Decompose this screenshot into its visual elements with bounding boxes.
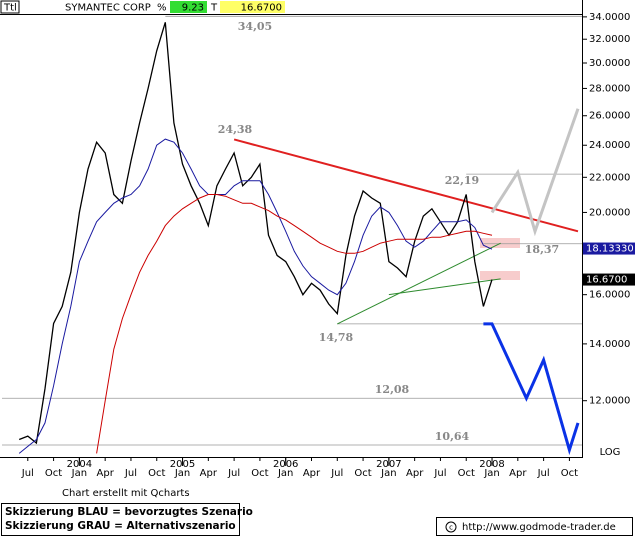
x-tick-label: Jan: [174, 468, 190, 479]
highlight-zone: [480, 271, 520, 280]
legend-entry: Skizzierung GRAU = Alternativszenario: [5, 520, 236, 532]
legend-box: [1, 503, 240, 536]
y-tick-label: 30.0000: [589, 58, 630, 69]
y-tick-label: 28.0000: [589, 83, 630, 94]
price-line: [18, 138, 493, 454]
trendline: [388, 278, 501, 296]
x-tick-label: Jul: [124, 468, 137, 479]
level-label: 12,08: [375, 383, 410, 396]
y-tick-label: 22.0000: [589, 172, 630, 183]
copyright-mark: c: [449, 524, 453, 532]
last-label: T: [210, 3, 218, 14]
x-tick-label: Oct: [45, 468, 62, 479]
url-box: [436, 517, 633, 536]
scenario-line: [483, 322, 580, 456]
trendline: [233, 138, 579, 233]
pct-box: [170, 1, 207, 13]
y-tick-label: 26.0000: [589, 111, 630, 122]
y-tick-label: 16.0000: [589, 290, 630, 301]
url: http://www.godmode-trader.de: [462, 522, 616, 533]
y-tick-label: 24.0000: [589, 140, 630, 151]
level-label: 18,37: [525, 243, 559, 256]
x-tick-label: Jan: [483, 468, 499, 479]
y-tick-label: 32.0000: [589, 34, 630, 45]
level-label: 10,64: [435, 430, 470, 443]
scenario-line: [490, 108, 580, 237]
y-tick-label: 20.0000: [589, 207, 630, 218]
symbol-box: [0, 0, 20, 14]
price-label-box: [583, 273, 635, 286]
x-tick-label: Jul: [21, 468, 34, 479]
x-tick-label: Jul: [330, 468, 343, 479]
level-label: 34,05: [238, 20, 272, 33]
level-label: 14,78: [319, 331, 354, 344]
symbol: Ttl: [3, 3, 17, 14]
x-tick-label: Jul: [537, 468, 550, 479]
x-tick-label: Jul: [227, 468, 240, 479]
level-label: 22,19: [445, 174, 479, 187]
year-label: 2004: [67, 459, 92, 470]
x-tick-label: Apr: [406, 468, 424, 479]
legend-entry: Skizzierung BLAU = bevorzugtes Szenario: [5, 506, 253, 518]
x-tick-label: Oct: [251, 468, 268, 479]
pct-label: %: [157, 3, 167, 14]
year-label: 2008: [479, 459, 504, 470]
x-tick-label: Oct: [148, 468, 165, 479]
x-tick-label: Jan: [71, 468, 87, 479]
pct-value: 9.23: [182, 3, 204, 14]
x-tick-label: Jan: [380, 468, 396, 479]
trendline: [337, 242, 501, 325]
y-tick-label: 12.0000: [589, 396, 630, 407]
price-label: 18.13330: [586, 244, 634, 255]
x-tick-label: Oct: [354, 468, 371, 479]
last-value: 16.6700: [241, 3, 282, 14]
x-tick-label: Jul: [433, 468, 446, 479]
x-tick-label: Apr: [303, 468, 321, 479]
year-label: 2005: [170, 459, 195, 470]
copyright-icon: [445, 521, 457, 533]
company-name: SYMANTEC CORP: [65, 3, 151, 14]
year-label: 2006: [273, 459, 298, 470]
x-tick-label: Jan: [277, 468, 293, 479]
y-tick-label: 34.0000: [589, 12, 630, 23]
x-tick-label: Oct: [458, 468, 475, 479]
x-tick-label: Apr: [200, 468, 218, 479]
price-line: [96, 194, 493, 454]
last-box: [220, 1, 285, 13]
price-label: 16.6700: [586, 275, 627, 286]
level-label: 24,38: [218, 123, 253, 136]
credit: Chart erstellt mit Qcharts: [62, 488, 190, 499]
x-tick-label: Apr: [97, 468, 115, 479]
price-line: [18, 22, 493, 445]
price-label-box: [583, 242, 635, 255]
scale-label: LOG: [600, 447, 621, 458]
year-label: 2007: [376, 459, 401, 470]
y-tick-label: 14.0000: [589, 339, 630, 350]
x-tick-label: Oct: [561, 468, 578, 479]
x-tick-label: Apr: [509, 468, 527, 479]
